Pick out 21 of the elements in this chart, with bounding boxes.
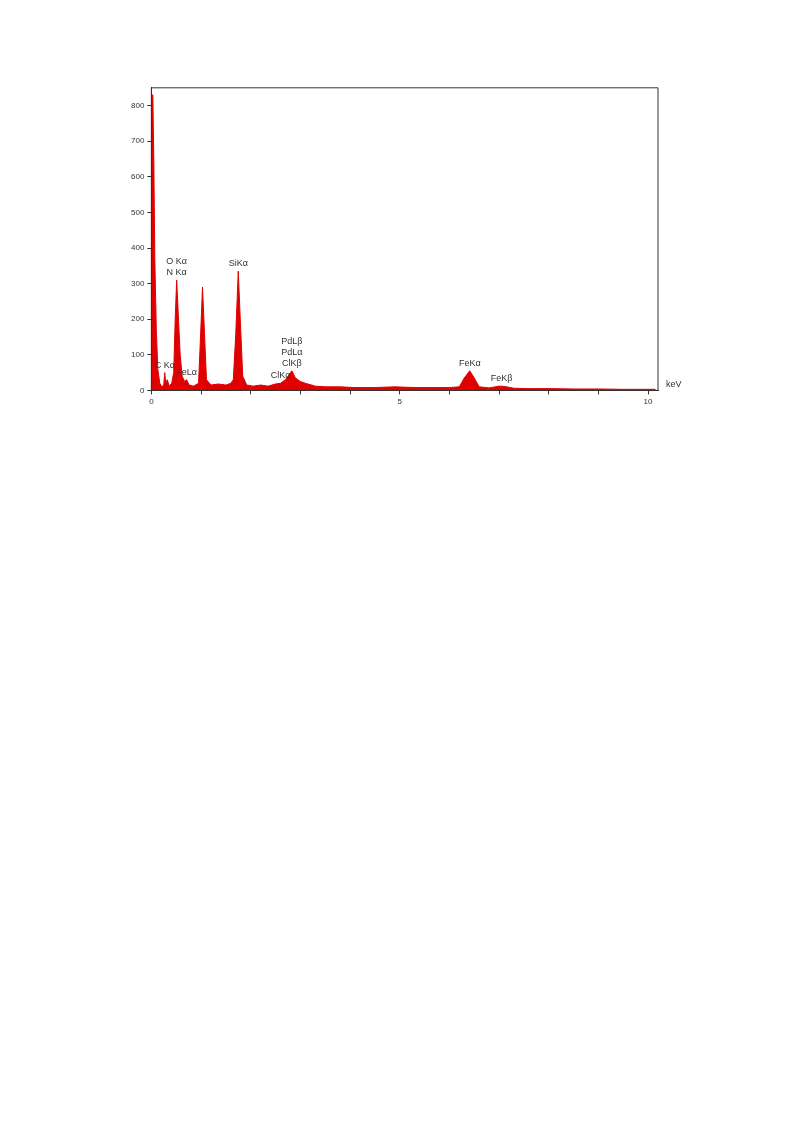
- x-tick-label: 10: [643, 397, 654, 407]
- y-tick-label: 0: [139, 385, 145, 395]
- y-tick-label: 300: [130, 278, 145, 288]
- annotation: FeKα: [458, 357, 481, 368]
- y-tick-label: 400: [130, 243, 145, 253]
- y-tick-label: 800: [130, 100, 145, 110]
- annotation: O Kα: [166, 256, 188, 267]
- annotation: FeKβ: [490, 373, 513, 384]
- y-tick-label: 200: [130, 314, 145, 324]
- annotation: N Kα: [166, 267, 187, 278]
- x-tick-label: 0: [149, 397, 155, 407]
- y-tick-label: 500: [130, 207, 145, 217]
- annotation: PdLα: [281, 346, 303, 357]
- annotation: ClKβ: [282, 357, 302, 368]
- x-tick-label: 5: [397, 397, 403, 407]
- y-tick-label: 100: [130, 350, 145, 359]
- annotation: PdLβ: [281, 335, 303, 346]
- annotation: SiKα: [228, 258, 248, 269]
- y-tick-label: 700: [130, 136, 145, 146]
- x-axis-title: keV: [666, 378, 682, 389]
- y-tick-label: 600: [130, 172, 145, 181]
